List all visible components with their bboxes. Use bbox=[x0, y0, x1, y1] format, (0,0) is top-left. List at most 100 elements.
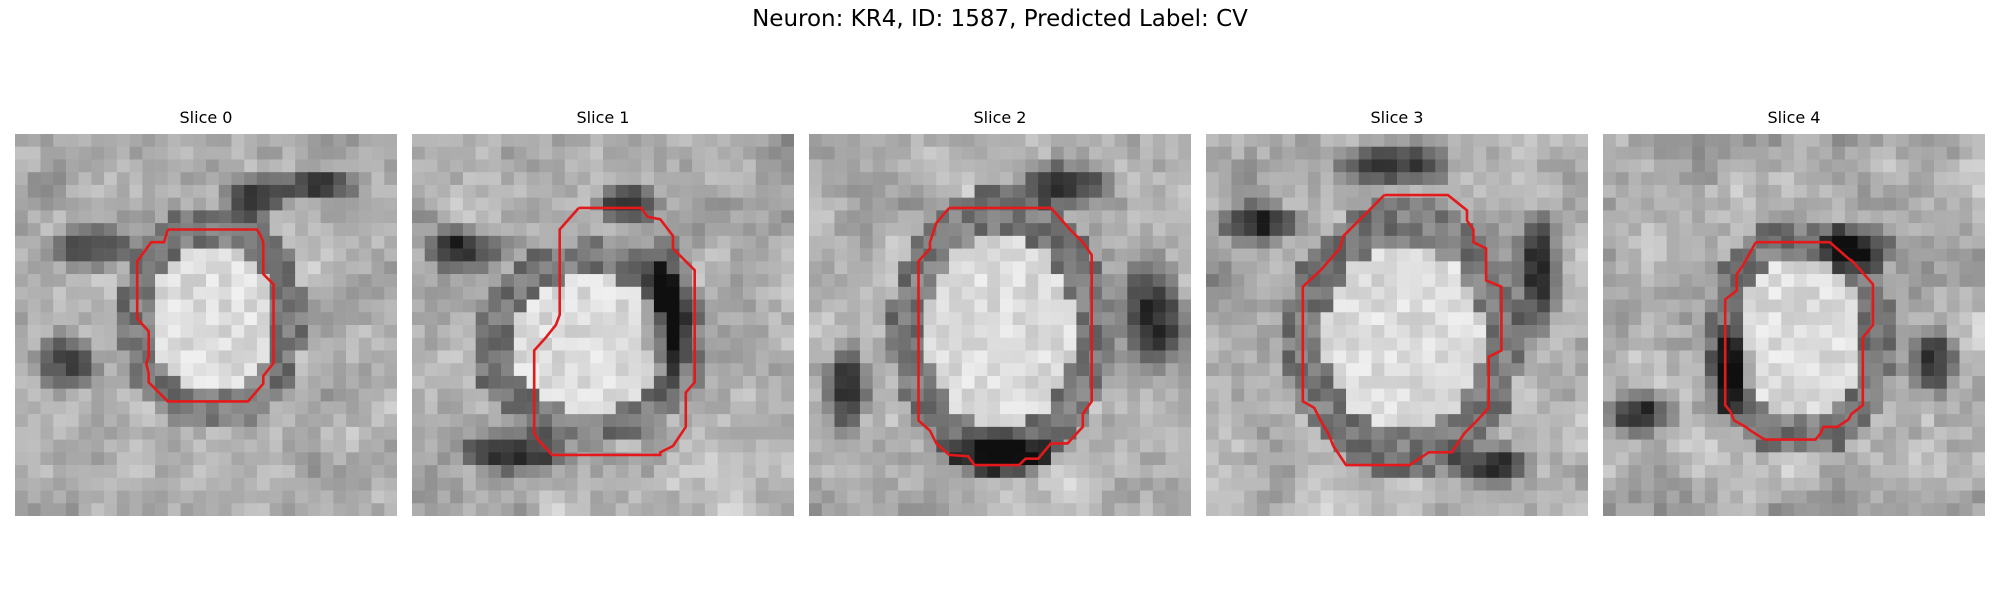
slice-pixel bbox=[346, 465, 360, 479]
slice-pixel bbox=[1704, 388, 1718, 402]
slice-pixel bbox=[371, 172, 385, 186]
slice-pixel bbox=[653, 197, 667, 211]
slice-pixel bbox=[1857, 363, 1871, 377]
slice-pixel bbox=[974, 337, 988, 351]
slice-pixel bbox=[371, 465, 385, 479]
slice-pixel bbox=[1603, 490, 1617, 504]
slice-pixel bbox=[1165, 261, 1179, 275]
slice-pixel bbox=[1384, 312, 1398, 326]
slice-pixel bbox=[53, 414, 67, 428]
slice-pixel bbox=[320, 184, 334, 198]
slice-pixel bbox=[755, 350, 769, 364]
slice-pixel bbox=[1038, 261, 1052, 275]
slice-pixel bbox=[462, 197, 476, 211]
slice-pixel bbox=[768, 299, 782, 313]
slice-pixel bbox=[717, 350, 731, 364]
slice-pixel bbox=[552, 184, 566, 198]
slice-pixel bbox=[847, 477, 861, 491]
slice-pixel bbox=[1972, 146, 1985, 160]
slice-pixel bbox=[1934, 426, 1948, 440]
slice-pixel bbox=[1653, 261, 1667, 275]
slice-pixel bbox=[231, 261, 245, 275]
slice-pixel bbox=[885, 375, 899, 389]
slice-pixel bbox=[78, 477, 92, 491]
slice-pixel bbox=[1038, 172, 1052, 186]
slice-pixel bbox=[730, 299, 744, 313]
slice-pixel bbox=[1743, 465, 1757, 479]
slice-pixel bbox=[755, 274, 769, 288]
slice-pixel bbox=[1524, 490, 1538, 504]
slice-pixel bbox=[1063, 261, 1077, 275]
slice-pixel bbox=[513, 465, 527, 479]
slice-pixel bbox=[847, 210, 861, 224]
slice-pixel bbox=[1127, 388, 1141, 402]
slice-pixel bbox=[974, 452, 988, 466]
slice-pixel bbox=[1498, 146, 1512, 160]
slice-pixel bbox=[666, 274, 680, 288]
slice-pixel bbox=[961, 210, 975, 224]
slice-pixel bbox=[1794, 261, 1808, 275]
slice-pixel bbox=[1666, 223, 1680, 237]
slice-pixel bbox=[1666, 439, 1680, 453]
slice-pixel bbox=[1333, 350, 1347, 364]
slice-pixel bbox=[1895, 184, 1909, 198]
slice-pixel bbox=[615, 439, 629, 453]
slice-pixel bbox=[1295, 401, 1309, 415]
slice-pixel bbox=[847, 388, 861, 402]
slice-pixel bbox=[987, 375, 1001, 389]
slice-pixel bbox=[231, 286, 245, 300]
slice-pixel bbox=[974, 401, 988, 415]
slice-pixel bbox=[666, 146, 680, 160]
slice-pixel bbox=[949, 210, 963, 224]
slice-pixel bbox=[282, 375, 296, 389]
slice-pixel bbox=[1562, 388, 1576, 402]
slice-pixel bbox=[679, 197, 693, 211]
slice-pixel bbox=[78, 363, 92, 377]
slice-pixel bbox=[1794, 184, 1808, 198]
slice-pixel bbox=[1524, 261, 1538, 275]
slice-pixel bbox=[1666, 375, 1680, 389]
slice-pixel bbox=[1946, 490, 1960, 504]
slice-pixel bbox=[180, 337, 194, 351]
slice-pixel bbox=[1231, 439, 1245, 453]
slice-pixel bbox=[1717, 274, 1731, 288]
slice-pixel bbox=[1641, 477, 1655, 491]
slice-pixel bbox=[1409, 223, 1423, 237]
slice-pixel bbox=[1717, 490, 1731, 504]
slice-pixel bbox=[692, 503, 706, 516]
slice-pixel bbox=[1511, 465, 1525, 479]
slice-pixel bbox=[193, 375, 207, 389]
slice-pixel bbox=[384, 248, 397, 262]
slice-pixel bbox=[1934, 388, 1948, 402]
slice-pixel bbox=[1653, 325, 1667, 339]
slice-pixel bbox=[1000, 299, 1014, 313]
slice-pixel bbox=[1295, 490, 1309, 504]
slice-pixel bbox=[1498, 452, 1512, 466]
slice-pixel bbox=[1883, 146, 1897, 160]
slice-pixel bbox=[450, 235, 464, 249]
slice-pixel bbox=[27, 172, 41, 186]
slice-pixel bbox=[1794, 414, 1808, 428]
slice-pixel bbox=[167, 414, 181, 428]
slice-pixel bbox=[1269, 312, 1283, 326]
slice-pixel bbox=[1870, 197, 1884, 211]
slice-pixel bbox=[1806, 350, 1820, 364]
slice-pixel bbox=[1781, 210, 1795, 224]
slice-pixel bbox=[898, 503, 912, 516]
slice-pixel bbox=[1743, 184, 1757, 198]
slice-pixel bbox=[859, 325, 873, 339]
slice-pixel bbox=[116, 363, 130, 377]
slice-pixel bbox=[1844, 375, 1858, 389]
slice-pixel bbox=[1717, 184, 1731, 198]
slice-pixel bbox=[1921, 465, 1935, 479]
slice-pixel bbox=[65, 325, 79, 339]
slice-pixel bbox=[231, 414, 245, 428]
slice-pixel bbox=[1384, 439, 1398, 453]
slice-pixel bbox=[307, 235, 321, 249]
slice-pixel bbox=[730, 375, 744, 389]
slice-pixel bbox=[1218, 388, 1232, 402]
slice-pixel bbox=[526, 325, 540, 339]
slice-pixel bbox=[65, 465, 79, 479]
slice-pixel bbox=[1743, 375, 1757, 389]
slice-pixel bbox=[1844, 197, 1858, 211]
